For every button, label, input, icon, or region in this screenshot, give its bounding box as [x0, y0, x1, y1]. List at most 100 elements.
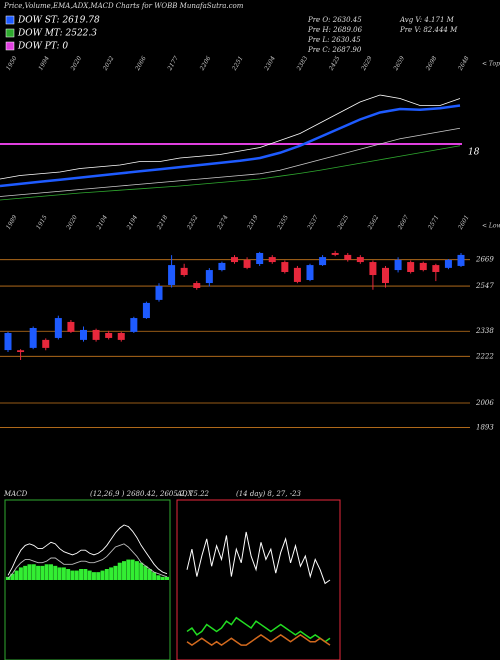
adx-line — [186, 531, 331, 585]
candle-body — [293, 267, 301, 282]
price-label: 2194 — [125, 214, 139, 232]
macd-bar — [122, 561, 127, 580]
price-label: 2625 — [336, 214, 350, 232]
price-label: 2218 — [155, 214, 169, 232]
macd-bar — [100, 570, 105, 580]
price-label: 2251 — [230, 55, 244, 73]
candle-body — [419, 262, 427, 271]
macd-bar — [147, 569, 152, 580]
y-tick-label: 1893 — [476, 423, 494, 431]
legend-label: DOW MT: 2522.3 — [17, 29, 97, 39]
macd-bar — [18, 567, 23, 580]
macd-bar — [130, 559, 135, 580]
macd-bar — [66, 569, 71, 580]
price-label: 2383 — [295, 55, 309, 73]
adx-line — [186, 616, 331, 643]
macd-bar — [91, 572, 96, 580]
macd-bar — [23, 565, 28, 580]
macd-bar — [117, 562, 122, 580]
price-label: 2698 — [424, 55, 438, 73]
candle-body — [80, 329, 87, 340]
macd-bar — [113, 565, 118, 580]
y-tick-label: 2338 — [475, 327, 494, 335]
candle-body — [306, 265, 314, 280]
price-label: 2066 — [134, 55, 148, 73]
candle-body — [105, 332, 113, 338]
candle-body — [407, 262, 415, 272]
macd-bar — [48, 564, 53, 580]
macd-bar — [96, 572, 101, 580]
legend-label: DOW ST: 2619.78 — [17, 16, 100, 26]
price-label: 2562 — [366, 214, 380, 232]
candle-body — [67, 321, 75, 332]
price-label: 2425 — [327, 55, 341, 73]
price-label: 1915 — [35, 214, 49, 231]
y-tick-label: 2547 — [475, 282, 494, 290]
price-label: 2537 — [306, 214, 320, 232]
legend-swatch — [5, 41, 15, 51]
ema-line — [0, 127, 461, 197]
macd-bar — [57, 567, 62, 580]
candle-body — [218, 262, 226, 271]
panel-subtitle: (14 day) 8, 27, -23 — [236, 490, 302, 498]
candle-body — [130, 318, 138, 332]
macd-bar — [31, 564, 36, 580]
candle-body — [457, 254, 465, 266]
y-tick-label: 2669 — [475, 256, 494, 264]
macd-bar — [74, 570, 79, 580]
macd-bar — [36, 565, 41, 580]
candle-body — [394, 259, 402, 271]
y-tick-label: 2006 — [475, 399, 494, 407]
candle-body — [331, 252, 339, 255]
price-label: 2206 — [198, 55, 212, 73]
macd-bar — [160, 576, 165, 580]
price-label: 2601 — [456, 214, 470, 232]
legend-swatch — [5, 15, 15, 25]
macd-bar — [14, 570, 19, 580]
price-label: 2020 — [65, 214, 79, 232]
candle-body — [243, 259, 251, 268]
macd-bar — [87, 570, 92, 580]
candle-body — [117, 332, 125, 340]
adx-line — [186, 633, 331, 647]
candle-body — [268, 257, 276, 263]
macd-bar — [104, 569, 109, 580]
panel — [176, 499, 341, 660]
macd-bar — [109, 567, 114, 580]
price-label: 1950 — [5, 55, 19, 72]
candle-body — [168, 265, 176, 285]
price-label: 2104 — [95, 214, 109, 232]
level-label: 18 — [468, 148, 480, 158]
price-label: 2252 — [185, 214, 199, 232]
candle-body — [319, 257, 327, 266]
price-label: 2648 — [456, 55, 470, 73]
macd-bar — [40, 565, 45, 580]
price-label: 2571 — [426, 214, 440, 232]
price-label: 1994 — [37, 55, 51, 72]
price-label: 2304 — [263, 55, 277, 73]
panel-subtitle: (12,26,9 ) 2680.42, 2605.2, 75.22 — [90, 490, 210, 498]
macd-bar — [10, 573, 15, 580]
stat: Pre L: 2630.45 — [307, 36, 361, 44]
price-label: 2629 — [360, 55, 374, 73]
macd-bar — [165, 576, 169, 580]
price-label: 2032 — [101, 55, 115, 73]
macd-bar — [156, 575, 161, 580]
tops-label: < Tops — [482, 61, 500, 68]
macd-line — [7, 543, 168, 579]
price-label: 2355 — [276, 214, 290, 232]
candle-body — [17, 350, 25, 352]
candle-body — [281, 262, 289, 272]
lows-label: < Lows — [482, 223, 500, 230]
macd-bar — [143, 565, 148, 580]
stat: Pre O: 2630.45 — [307, 16, 362, 24]
candle-body — [432, 265, 440, 272]
macd-bar — [44, 564, 49, 580]
chart-title: Price,Volume,EMA,ADX,MACD Charts for WOB… — [3, 2, 244, 10]
macd-bar — [27, 564, 32, 580]
ema-line — [0, 94, 461, 180]
price-label: 1989 — [5, 214, 19, 231]
legend-label: DOW PT: 0 — [17, 42, 68, 52]
candle-body — [193, 283, 201, 288]
candle-body — [356, 257, 364, 263]
